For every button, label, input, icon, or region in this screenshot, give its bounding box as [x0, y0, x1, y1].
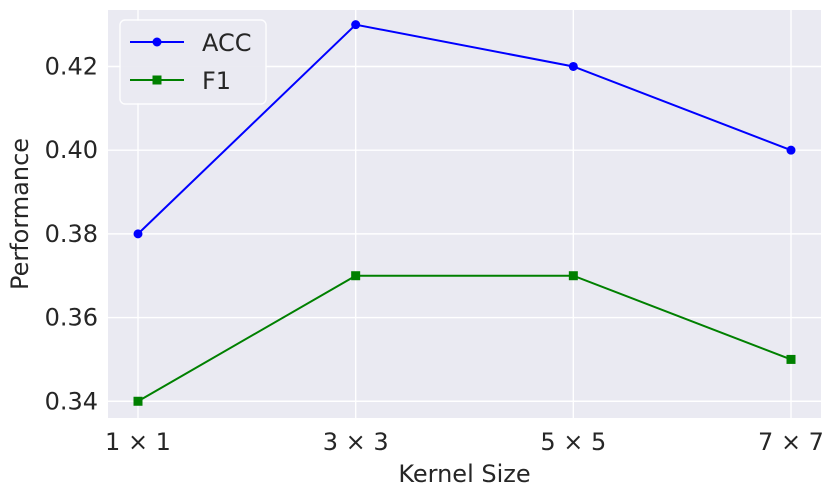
legend: ACC F1: [119, 19, 267, 105]
x-tick-label: 3 × 3: [323, 428, 389, 456]
y-tick-label: 0.42: [45, 52, 98, 80]
legend-label-acc: ACC: [202, 29, 252, 57]
data-point-f1: [351, 271, 361, 281]
x-axis-label: Kernel Size: [398, 460, 530, 488]
x-tick-label: 5 × 5: [540, 428, 606, 456]
data-point-f1: [786, 354, 796, 364]
series-line-f1: [137, 274, 792, 403]
data-point-acc: [568, 61, 578, 71]
legend-label-f1: F1: [202, 67, 231, 95]
y-tick-label: 0.40: [45, 136, 98, 164]
data-point-acc: [351, 20, 361, 30]
grid: [108, 10, 821, 418]
data-point-acc: [133, 229, 143, 239]
y-axis-label: Performance: [6, 138, 34, 290]
legend-marker-acc: [152, 37, 162, 47]
legend-marker-f1: [152, 75, 162, 85]
x-tick-label: 7 × 7: [758, 428, 824, 456]
series-layer: [133, 20, 796, 406]
x-tick-labels: 1 × 1 3 × 3 5 × 5 7 × 7: [105, 428, 824, 456]
x-tick-label: 1 × 1: [105, 428, 171, 456]
y-tick-label: 0.38: [45, 220, 98, 248]
data-point-f1: [133, 396, 143, 406]
y-tick-label: 0.36: [45, 304, 98, 332]
series-line-acc: [137, 23, 792, 235]
data-point-acc: [786, 145, 796, 155]
y-tick-labels: 0.34 0.36 0.38 0.40 0.42: [45, 52, 98, 415]
y-tick-label: 0.34: [45, 387, 98, 415]
data-point-f1: [568, 271, 578, 281]
